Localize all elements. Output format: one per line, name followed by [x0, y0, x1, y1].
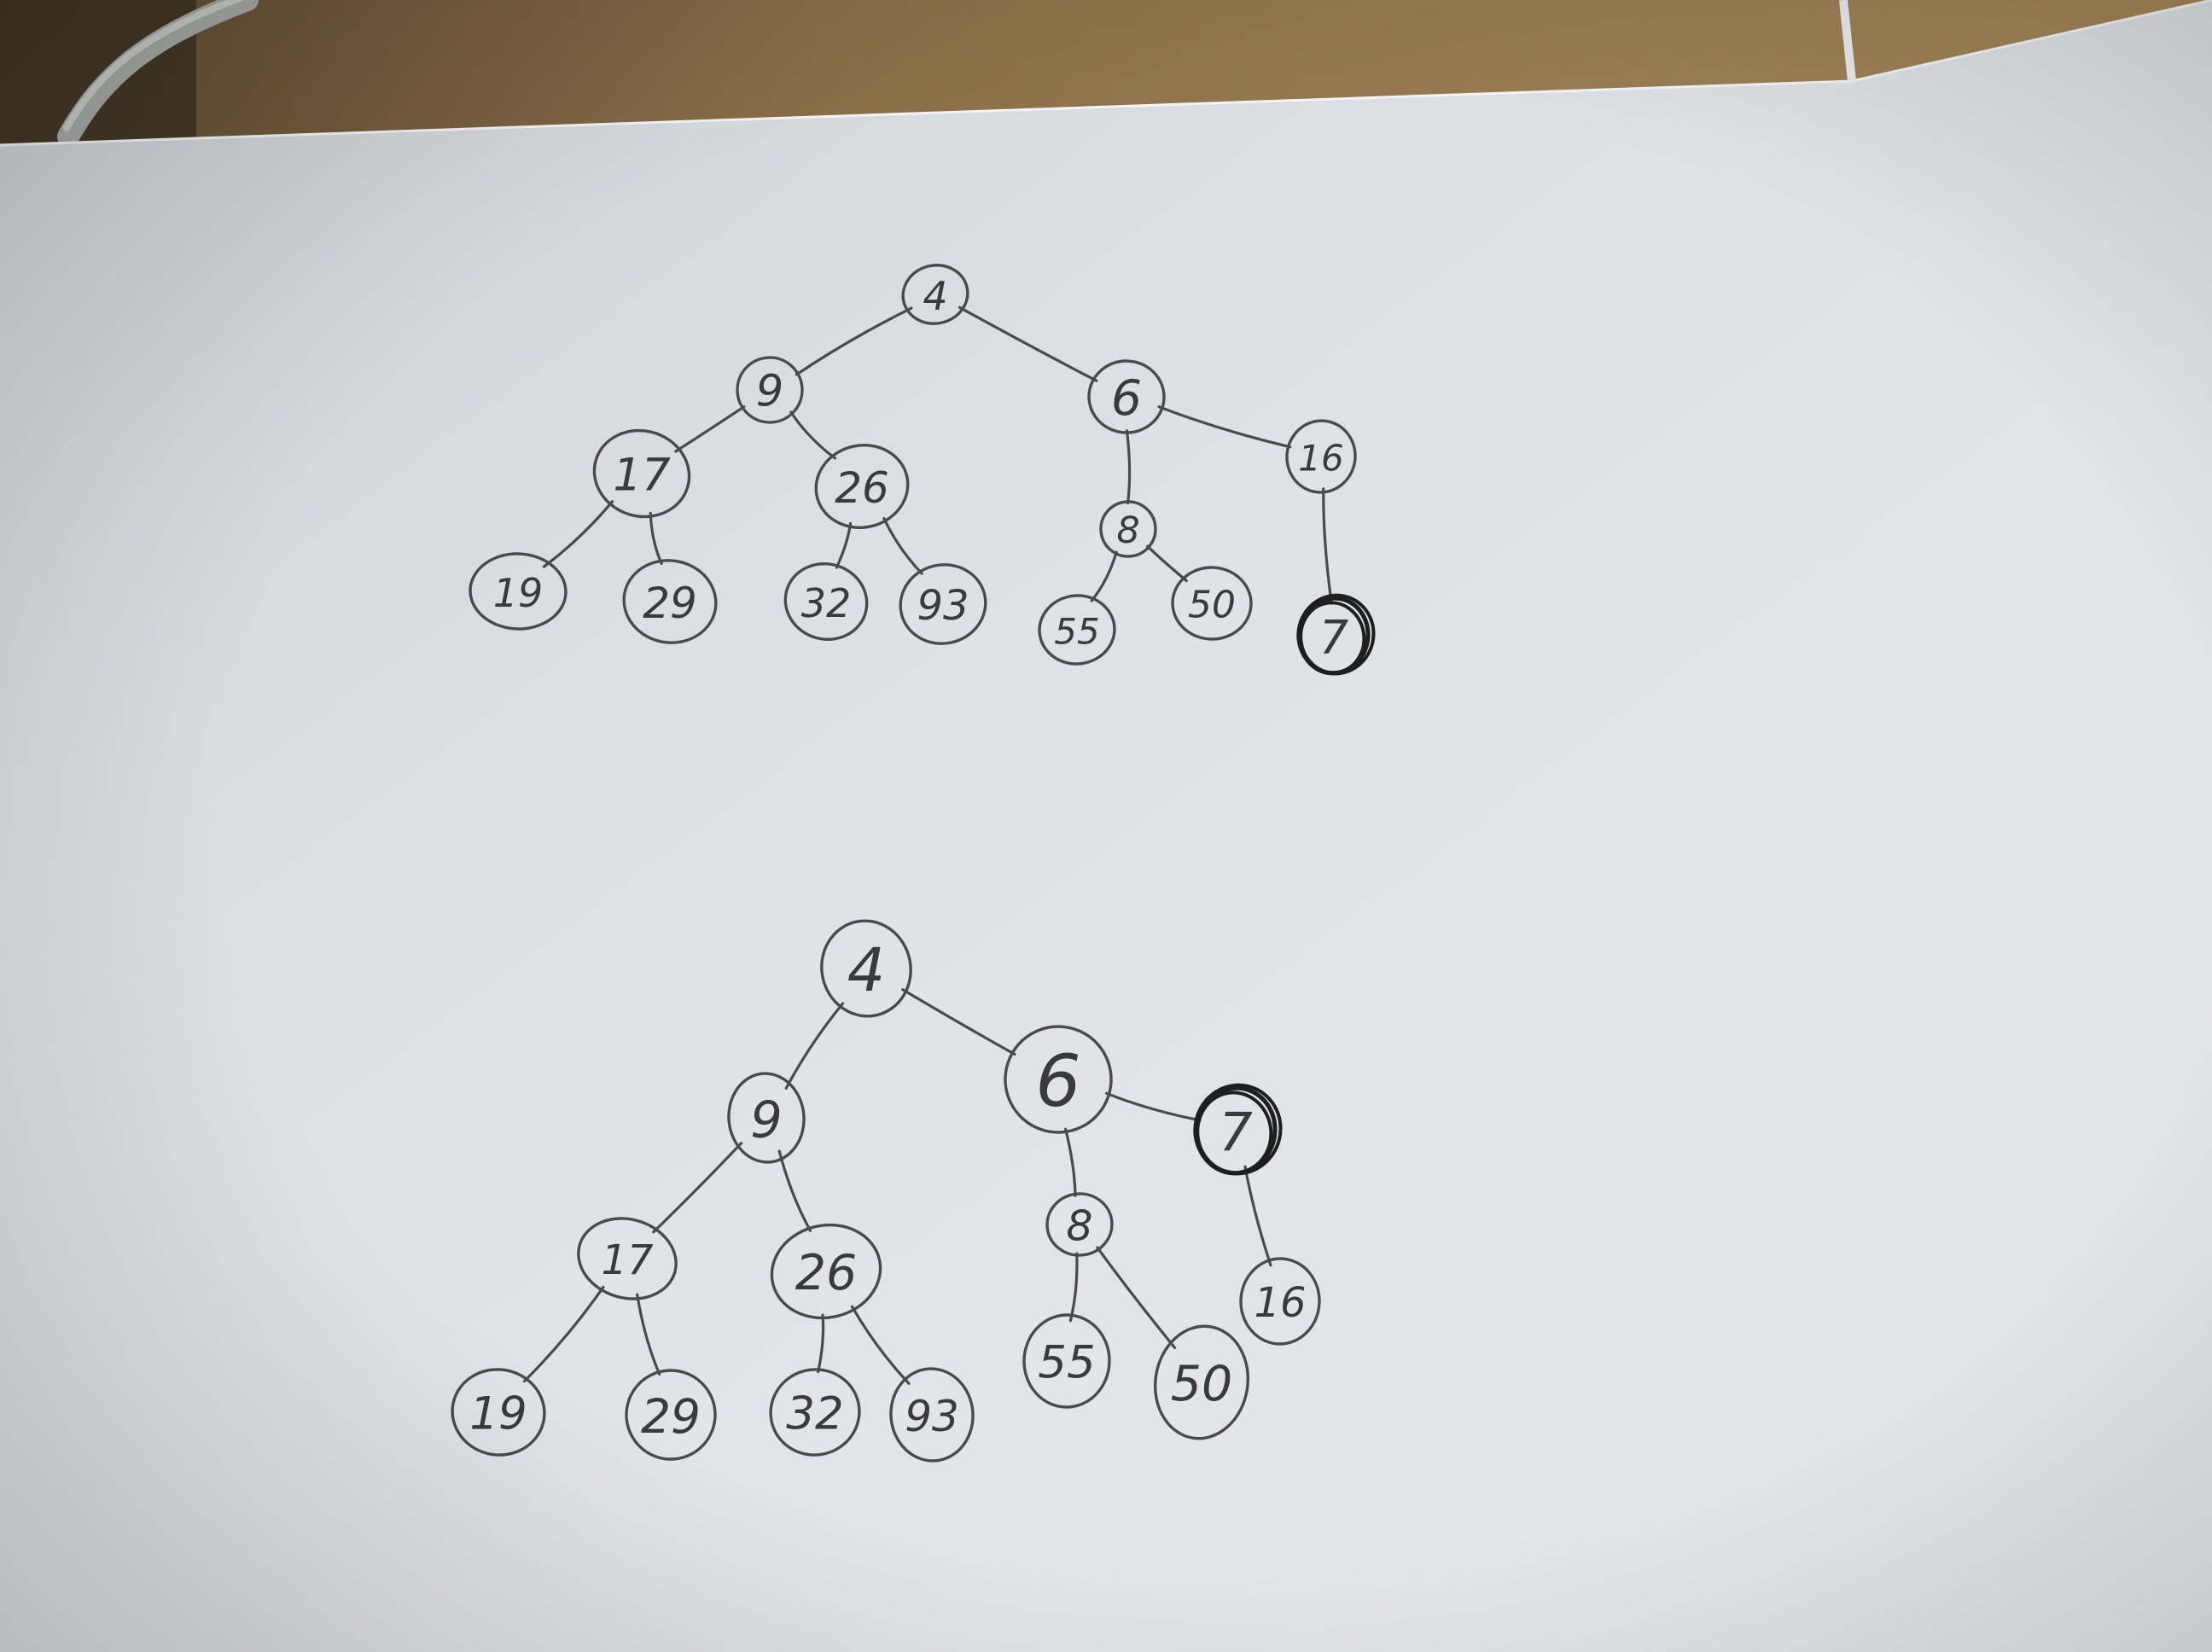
bottom-node-label: 16 — [1254, 1279, 1306, 1327]
bottom-node-label: 8 — [1066, 1202, 1092, 1251]
top-node-label: 16 — [1298, 438, 1343, 480]
bottom-node-label: 17 — [601, 1236, 654, 1284]
bottom-node-label: 93 — [905, 1392, 959, 1441]
top-node-label: 29 — [643, 579, 697, 628]
bottom-node-label: 50 — [1171, 1356, 1233, 1412]
bottom-node-label: 55 — [1038, 1337, 1095, 1389]
top-node-label: 50 — [1188, 584, 1236, 627]
bottom-node-label: 19 — [469, 1388, 527, 1440]
bottom-node-label: 29 — [641, 1389, 701, 1444]
top-node-label: 19 — [493, 570, 544, 616]
top-node-label: 8 — [1116, 509, 1139, 552]
top-node-label: 32 — [801, 580, 852, 626]
bottom-node-label: 7 — [1219, 1102, 1252, 1164]
top-node-label: 26 — [835, 463, 889, 513]
bottom-node-label: 6 — [1035, 1039, 1080, 1123]
top-node-label: 17 — [613, 450, 671, 502]
top-node-label: 6 — [1111, 370, 1142, 427]
top-node-label: 9 — [756, 367, 783, 417]
top-node-label: 7 — [1319, 611, 1348, 665]
top-node-label: 55 — [1054, 611, 1099, 653]
top-node-label: 93 — [917, 582, 969, 630]
top-node-label: 4 — [923, 273, 947, 319]
bottom-node-label: 26 — [795, 1245, 858, 1301]
bottom-node-label: 4 — [847, 935, 886, 1005]
desk-shadow-left — [0, 0, 196, 145]
bottom-node-label: 32 — [786, 1388, 843, 1440]
bottom-node-label: 9 — [750, 1091, 783, 1149]
